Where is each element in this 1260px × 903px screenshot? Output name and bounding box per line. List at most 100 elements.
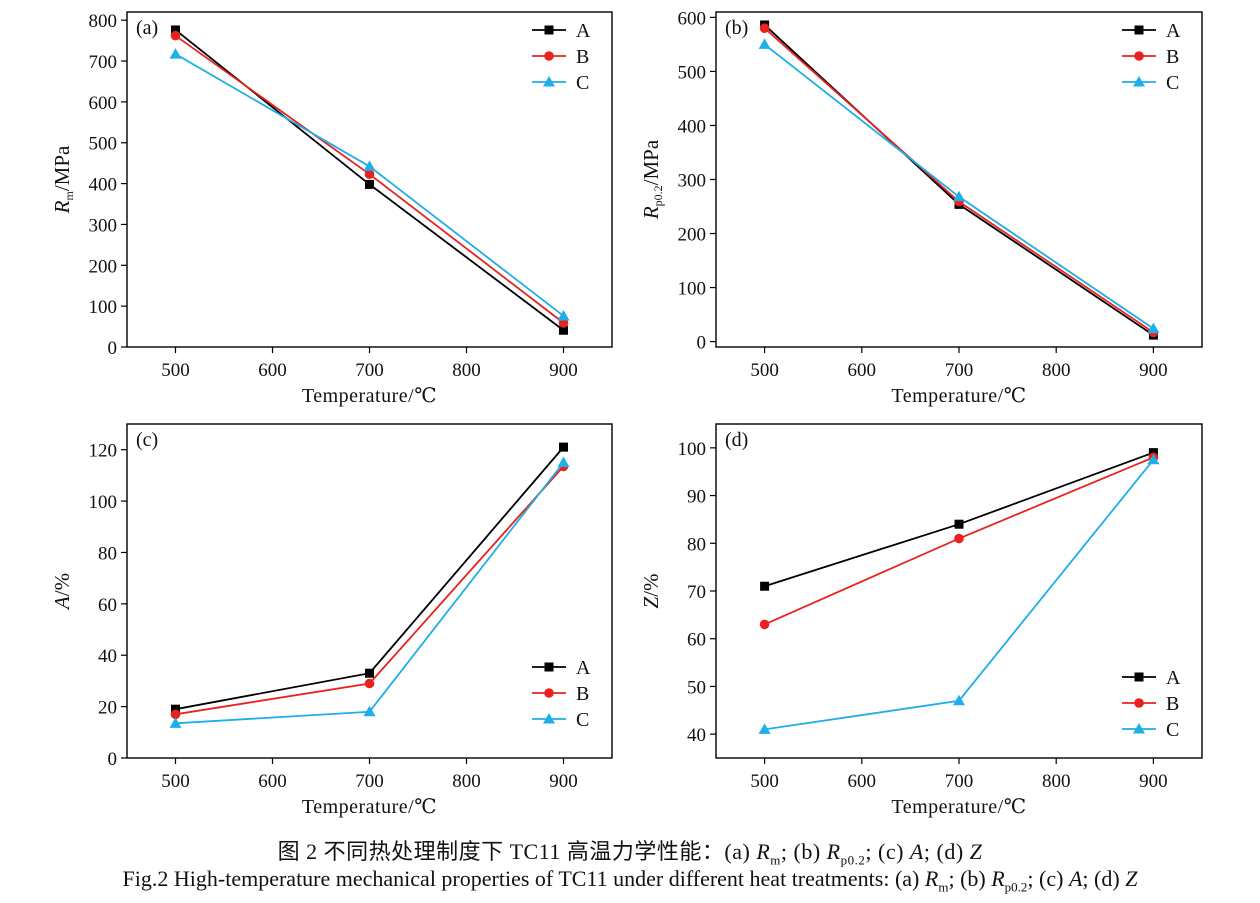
series-line-B bbox=[174, 34, 565, 324]
y-tick-label: 0 bbox=[697, 333, 707, 354]
legend-label-C: C bbox=[1166, 719, 1179, 741]
y-tick-label: 60 bbox=[98, 595, 117, 616]
x-axis-label: Temperature/℃ bbox=[302, 385, 437, 407]
caption-part-label: (c) bbox=[878, 839, 910, 864]
chart-panel-2: (b) 500 600 700 800 900 0 100 200 300 400 500 600 Tem… bbox=[639, 8, 1203, 407]
caption-part-label: (a) bbox=[894, 866, 925, 891]
data-point-A bbox=[171, 704, 180, 714]
y-tick-label: 120 bbox=[89, 441, 118, 462]
x-axis-label: Temperature/℃ bbox=[891, 796, 1026, 818]
y-axis-symbol: R bbox=[50, 200, 74, 214]
legend-label-A: A bbox=[576, 20, 591, 42]
chart-panel-3: (c) 500 600 700 800 900 0 20 40 60 80 100 120 Tempera… bbox=[50, 423, 613, 818]
caption-part-label: (b) bbox=[960, 866, 992, 891]
data-point-B bbox=[364, 169, 375, 179]
data-point-B bbox=[759, 23, 770, 34]
x-tick-label: 600 bbox=[258, 360, 287, 381]
caption-part-label: (d) bbox=[1094, 866, 1126, 891]
x-tick-label: 800 bbox=[1042, 360, 1071, 381]
chart-panel-1: (a) 500 600 700 800 900 0 100 200 300 400 500 600 700… bbox=[50, 11, 613, 407]
y-tick-label: 100 bbox=[678, 279, 707, 300]
legend-marker-A bbox=[544, 662, 554, 672]
data-point-A bbox=[171, 25, 180, 35]
caption-part-separator: ; bbox=[865, 839, 878, 864]
y-tick-label: 40 bbox=[98, 646, 117, 667]
data-point-C bbox=[758, 38, 771, 49]
panel-label: (c) bbox=[136, 429, 158, 451]
data-point-C bbox=[363, 160, 376, 171]
data-point-C bbox=[1147, 322, 1160, 334]
caption-cn-prefix: 图 2 不同热处理制度下 TC11 高温力学性能： bbox=[277, 839, 725, 864]
legend-marker-A bbox=[544, 25, 554, 35]
legend-label-A: A bbox=[576, 657, 591, 679]
panel-label: (a) bbox=[136, 17, 158, 39]
y-tick-label: 100 bbox=[89, 492, 118, 513]
data-point-A bbox=[559, 442, 568, 452]
y-axis-label: A/% bbox=[50, 573, 74, 611]
legend-marker-B bbox=[544, 51, 554, 61]
y-axis-symbol: Z bbox=[639, 597, 663, 609]
chart-panel-4: (d) 500 600 700 800 900 40 50 60 70 80 90 100 Tempera… bbox=[639, 423, 1203, 818]
y-tick-label: 0 bbox=[108, 338, 118, 359]
legend-marker-B bbox=[1134, 51, 1144, 61]
data-point-C bbox=[557, 456, 570, 468]
data-point-B bbox=[558, 318, 569, 328]
caption-part-symbol: R bbox=[756, 839, 771, 864]
caption-part-separator: ; bbox=[780, 839, 794, 864]
y-axis-label: Rp0.2/MPa bbox=[639, 139, 665, 220]
figure: (a)500 600 700 800 9000100200300400500600700… bbox=[50, 8, 1203, 818]
x-axis-label: Temperature/℃ bbox=[302, 796, 437, 818]
caption-cn-parts: (a) Rm; (b) Rp0.2; (c) A; (d) Z bbox=[724, 839, 982, 867]
data-point-C bbox=[1147, 453, 1160, 465]
x-tick-label: 700 bbox=[945, 360, 974, 381]
y-tick-label: 300 bbox=[89, 215, 118, 236]
x-tick-label: 700 bbox=[945, 771, 974, 792]
x-tick-label: 800 bbox=[452, 771, 481, 792]
x-tick-label: 500 bbox=[750, 360, 779, 381]
y-axis-symbol: R bbox=[639, 206, 663, 220]
plot-frame bbox=[715, 423, 1203, 759]
legend-label-B: B bbox=[1166, 46, 1179, 68]
legend-label-A: A bbox=[1166, 20, 1181, 42]
data-point-C bbox=[557, 309, 570, 321]
series-line-C bbox=[764, 459, 1155, 731]
legend-marker-A bbox=[1134, 672, 1144, 682]
caption-part-label: (c) bbox=[1039, 866, 1069, 891]
y-axis-label: Rm/MPa bbox=[50, 145, 76, 214]
data-point-B bbox=[170, 709, 181, 720]
x-tick-label: 900 bbox=[549, 360, 578, 381]
data-point-B bbox=[364, 678, 375, 689]
y-tick-label: 200 bbox=[89, 256, 118, 277]
caption-part-symbol: Z bbox=[1125, 866, 1138, 891]
data-point-C bbox=[169, 48, 182, 59]
caption-part-label: (a) bbox=[724, 839, 757, 864]
y-tick-label: 400 bbox=[678, 116, 707, 137]
y-tick-label: 20 bbox=[98, 698, 117, 719]
caption-part-symbol: R bbox=[826, 839, 841, 864]
plot-frame bbox=[715, 11, 1203, 348]
y-axis-unit: /% bbox=[639, 573, 663, 596]
y-tick-label: 300 bbox=[678, 171, 707, 192]
caption-part-separator: ; bbox=[948, 866, 961, 891]
legend-label-C: C bbox=[1166, 72, 1179, 94]
caption-part-separator: ; bbox=[1082, 866, 1095, 891]
caption-part-subscript: p0.2 bbox=[1004, 879, 1028, 895]
y-tick-label: 80 bbox=[687, 534, 706, 555]
series-line-B bbox=[764, 27, 1154, 334]
data-point-A bbox=[760, 581, 770, 591]
data-point-A bbox=[365, 179, 374, 189]
y-tick-label: 50 bbox=[687, 677, 706, 698]
legend-marker-C bbox=[543, 713, 555, 724]
panel-label: (d) bbox=[725, 429, 748, 451]
caption-part-label: (d) bbox=[936, 839, 970, 864]
data-point-B bbox=[759, 619, 770, 630]
legend-marker-C bbox=[1133, 76, 1145, 87]
x-tick-label: 600 bbox=[848, 360, 877, 381]
x-tick-label: 600 bbox=[848, 771, 877, 792]
caption-part-label: (b) bbox=[793, 839, 827, 864]
data-point-C bbox=[953, 694, 965, 706]
legend-marker-C bbox=[543, 76, 555, 87]
y-axis-subscript: m bbox=[62, 191, 76, 201]
legend-label-B: B bbox=[576, 683, 589, 705]
x-tick-label: 800 bbox=[452, 360, 481, 381]
